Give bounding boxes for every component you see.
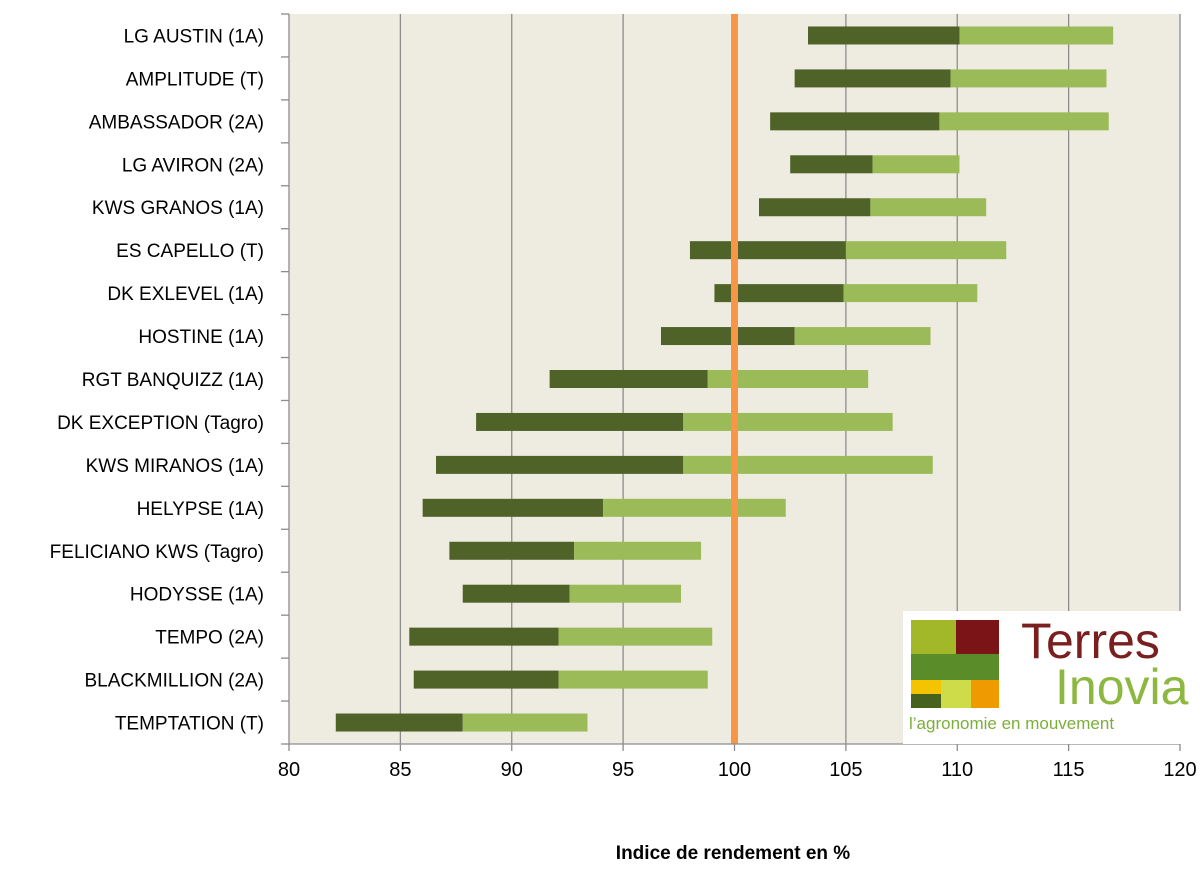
category-label-2: AMPLITUDE (T)	[126, 69, 264, 90]
bar-s2-4	[872, 155, 960, 174]
logo-tile-yellow	[911, 680, 941, 694]
logo-word-terres: Terres	[1021, 613, 1160, 669]
bar-s2-14	[569, 584, 682, 603]
logo-tile-dark	[911, 694, 941, 708]
bar-s1-12	[422, 498, 604, 517]
category-label-4: LG AVIRON (2A)	[122, 155, 264, 176]
bar-s2-3	[939, 112, 1109, 131]
category-label-3: AMBASSADOR (2A)	[89, 112, 264, 133]
bar-s2-9	[707, 370, 869, 388]
bar-s1-4	[790, 155, 873, 174]
bar-s1-3	[770, 112, 940, 131]
category-label-10: DK EXCEPTION (Tagro)	[57, 413, 264, 434]
x-tick-label-85: 85	[389, 759, 411, 781]
bar-s2-17	[462, 713, 588, 732]
category-label-1: LG AUSTIN (1A)	[124, 26, 264, 47]
bar-s2-15	[558, 627, 713, 646]
category-label-9: RGT BANQUIZZ (1A)	[82, 370, 264, 391]
bar-s1-2	[794, 69, 951, 88]
bar-s1-17	[335, 713, 463, 732]
category-label-16: BLACKMILLION (2A)	[85, 671, 265, 692]
bar-s1-6	[689, 241, 846, 260]
bar-s2-8	[794, 327, 931, 346]
bar-s1-16	[413, 670, 559, 689]
bar-s2-11	[683, 455, 933, 474]
bars	[335, 26, 1114, 732]
bar-s2-7	[843, 284, 978, 303]
category-label-8: HOSTINE (1A)	[138, 327, 264, 348]
category-label-17: TEMPTATION (T)	[115, 714, 264, 735]
category-label-15: TEMPO (2A)	[155, 628, 264, 649]
bar-s1-10	[476, 412, 684, 431]
bar-s1-1	[808, 26, 960, 45]
logo-tile-lightlime	[941, 680, 971, 708]
bar-s2-13	[574, 541, 702, 560]
category-label-14: HODYSSE (1A)	[130, 585, 264, 606]
logo-tagline: l’agronomie en mouvement	[909, 714, 1115, 733]
bar-s1-13	[449, 541, 575, 560]
axes	[281, 13, 1181, 751]
category-label-12: HELYPSE (1A)	[137, 499, 264, 520]
category-label-6: ES CAPELLO (T)	[116, 241, 264, 262]
x-axis-title: Indice de rendement en %	[616, 843, 850, 864]
terres-inovia-logo: Terres Inovia l’agronomie en mouvement	[903, 611, 1189, 744]
bar-s2-10	[683, 412, 893, 431]
bar-s2-2	[950, 69, 1107, 88]
x-tick-label-110: 110	[941, 759, 973, 781]
logo-tile-maroon	[956, 620, 999, 654]
bar-s2-12	[603, 498, 786, 517]
category-label-5: KWS GRANOS (1A)	[92, 198, 264, 219]
x-tick-label-100: 100	[718, 759, 751, 781]
category-label-13: FELICIANO KWS (Tagro)	[50, 542, 264, 563]
logo-tile-lime	[911, 620, 956, 654]
x-tick-label-80: 80	[278, 759, 300, 781]
x-tick-label-90: 90	[501, 759, 523, 781]
bar-s2-16	[558, 670, 708, 689]
bar-s1-9	[549, 370, 708, 388]
category-label-11: KWS MIRANOS (1A)	[86, 456, 264, 477]
logo-tile-orange	[971, 680, 999, 708]
logo-mark-icon	[911, 620, 999, 708]
bar-s1-11	[436, 455, 684, 474]
x-tick-label-115: 115	[1053, 759, 1085, 781]
bar-s1-7	[714, 284, 844, 303]
bar-s1-14	[462, 584, 570, 603]
x-tick-label-120: 120	[1163, 759, 1196, 781]
logo-tile-green	[911, 654, 999, 680]
category-label-7: DK EXLEVEL (1A)	[107, 284, 264, 305]
labels: LG AUSTIN (1A) AMPLITUDE (T) AMBASSADOR (2…	[50, 26, 1197, 781]
x-tick-label-105: 105	[829, 759, 862, 781]
bar-s1-5	[759, 198, 871, 217]
bar-s2-5	[870, 198, 987, 217]
bar-s2-6	[845, 241, 1007, 260]
bar-s2-1	[959, 26, 1114, 45]
logo-word-inovia: Inovia	[1055, 659, 1189, 715]
bar-s1-15	[409, 627, 559, 646]
bar-s1-8	[660, 327, 795, 346]
x-tick-label-95: 95	[612, 759, 634, 781]
